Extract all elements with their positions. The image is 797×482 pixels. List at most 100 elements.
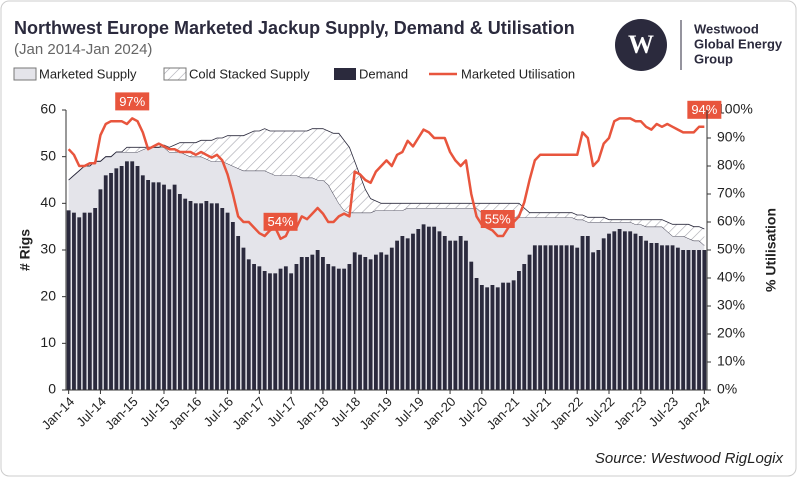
- bar: [612, 231, 617, 390]
- line-layer: [67, 117, 705, 241]
- bar: [506, 282, 511, 390]
- y2-tick-label: 0%: [717, 381, 737, 397]
- brand-line: Group: [694, 51, 733, 66]
- line: [67, 117, 705, 241]
- bar: [252, 264, 256, 390]
- bar: [278, 268, 283, 390]
- y-tick-label: 30: [40, 241, 56, 257]
- bar: [204, 201, 209, 390]
- bar: [114, 168, 119, 390]
- source: Source: Westwood RigLogix: [595, 450, 784, 467]
- bar: [331, 266, 336, 390]
- bar: [596, 250, 601, 390]
- bar: [146, 180, 151, 390]
- logo-mark: W: [628, 30, 654, 59]
- y2-tick-label: 50%: [717, 241, 745, 257]
- bar: [495, 287, 500, 390]
- y2-tick-label: 90%: [717, 129, 745, 145]
- y-tick-label: 40: [40, 194, 56, 210]
- bar: [628, 231, 633, 390]
- bar: [448, 240, 452, 390]
- bar: [442, 236, 447, 390]
- bar: [474, 278, 479, 390]
- y2-tick-label: 30%: [717, 297, 745, 313]
- bar: [591, 252, 596, 390]
- bar: [538, 245, 543, 390]
- bar: [400, 236, 405, 390]
- bar: [241, 247, 246, 390]
- bar: [395, 240, 400, 390]
- bar: [660, 245, 664, 390]
- legend-label: Cold Stacked Supply: [189, 66, 310, 81]
- bar: [421, 224, 426, 390]
- bar: [622, 231, 627, 390]
- bar: [199, 203, 203, 390]
- y2-tick-label: 40%: [717, 269, 745, 285]
- bar: [575, 247, 580, 390]
- bar: [98, 189, 103, 390]
- y2-tick-label: 20%: [717, 325, 745, 341]
- bar: [119, 166, 124, 390]
- legend-label: Demand: [359, 66, 408, 81]
- value-label-box: [115, 92, 150, 111]
- bar: [151, 182, 156, 390]
- legend-label: Marketed Supply: [39, 66, 137, 81]
- y-tick-label: 0: [48, 381, 56, 397]
- bar: [681, 250, 686, 390]
- bar: [135, 166, 140, 390]
- bar: [236, 236, 241, 390]
- legend-swatch: [163, 67, 187, 81]
- bar: [326, 264, 331, 390]
- y2-tick-label: 100%: [717, 101, 753, 117]
- bar: [140, 175, 145, 390]
- bar: [654, 243, 659, 390]
- bar: [548, 245, 553, 390]
- bar: [358, 254, 362, 390]
- bar: [697, 250, 701, 390]
- bar: [373, 254, 378, 390]
- bar: [209, 203, 214, 390]
- y-axis-title: # Rigs: [17, 229, 33, 271]
- y2-tick-label: 70%: [717, 185, 745, 201]
- bar: [691, 250, 696, 390]
- bar: [384, 254, 389, 390]
- bar: [230, 222, 235, 390]
- bar: [675, 247, 680, 390]
- bar: [405, 238, 410, 390]
- bar: [305, 257, 309, 390]
- bar: [479, 285, 484, 390]
- bar: [686, 250, 691, 390]
- bar: [511, 280, 516, 390]
- y-tick-label: 20: [40, 287, 56, 303]
- legend-swatch: [334, 68, 356, 80]
- area-outline: [68, 128, 705, 230]
- bar: [77, 217, 82, 390]
- bar: [167, 189, 172, 390]
- bar: [559, 245, 564, 390]
- bar: [215, 203, 219, 390]
- value-label: 55%: [485, 211, 511, 226]
- bar: [638, 236, 643, 390]
- bar: [564, 245, 569, 390]
- bar: [289, 273, 294, 390]
- bar: [601, 238, 606, 390]
- y-tick-label: 60: [40, 101, 56, 117]
- chart-subtitle: (Jan 2014-Jan 2024): [14, 41, 152, 58]
- bar: [82, 212, 87, 390]
- bar: [485, 287, 490, 390]
- bar: [617, 229, 622, 390]
- bar: [162, 184, 166, 390]
- bar: [453, 240, 458, 390]
- bar: [93, 208, 98, 390]
- y2-tick-label: 60%: [717, 213, 745, 229]
- bar: [315, 250, 320, 390]
- chart-title: Northwest Europe Marketed Jackup Supply,…: [14, 18, 575, 38]
- y2-axis-title: % Utilisation: [763, 208, 779, 292]
- bar: [188, 201, 193, 390]
- bar: [543, 245, 548, 390]
- bar: [554, 245, 558, 390]
- brand-line: Global Energy: [694, 36, 783, 51]
- bar: [109, 173, 113, 390]
- bar: [527, 254, 532, 390]
